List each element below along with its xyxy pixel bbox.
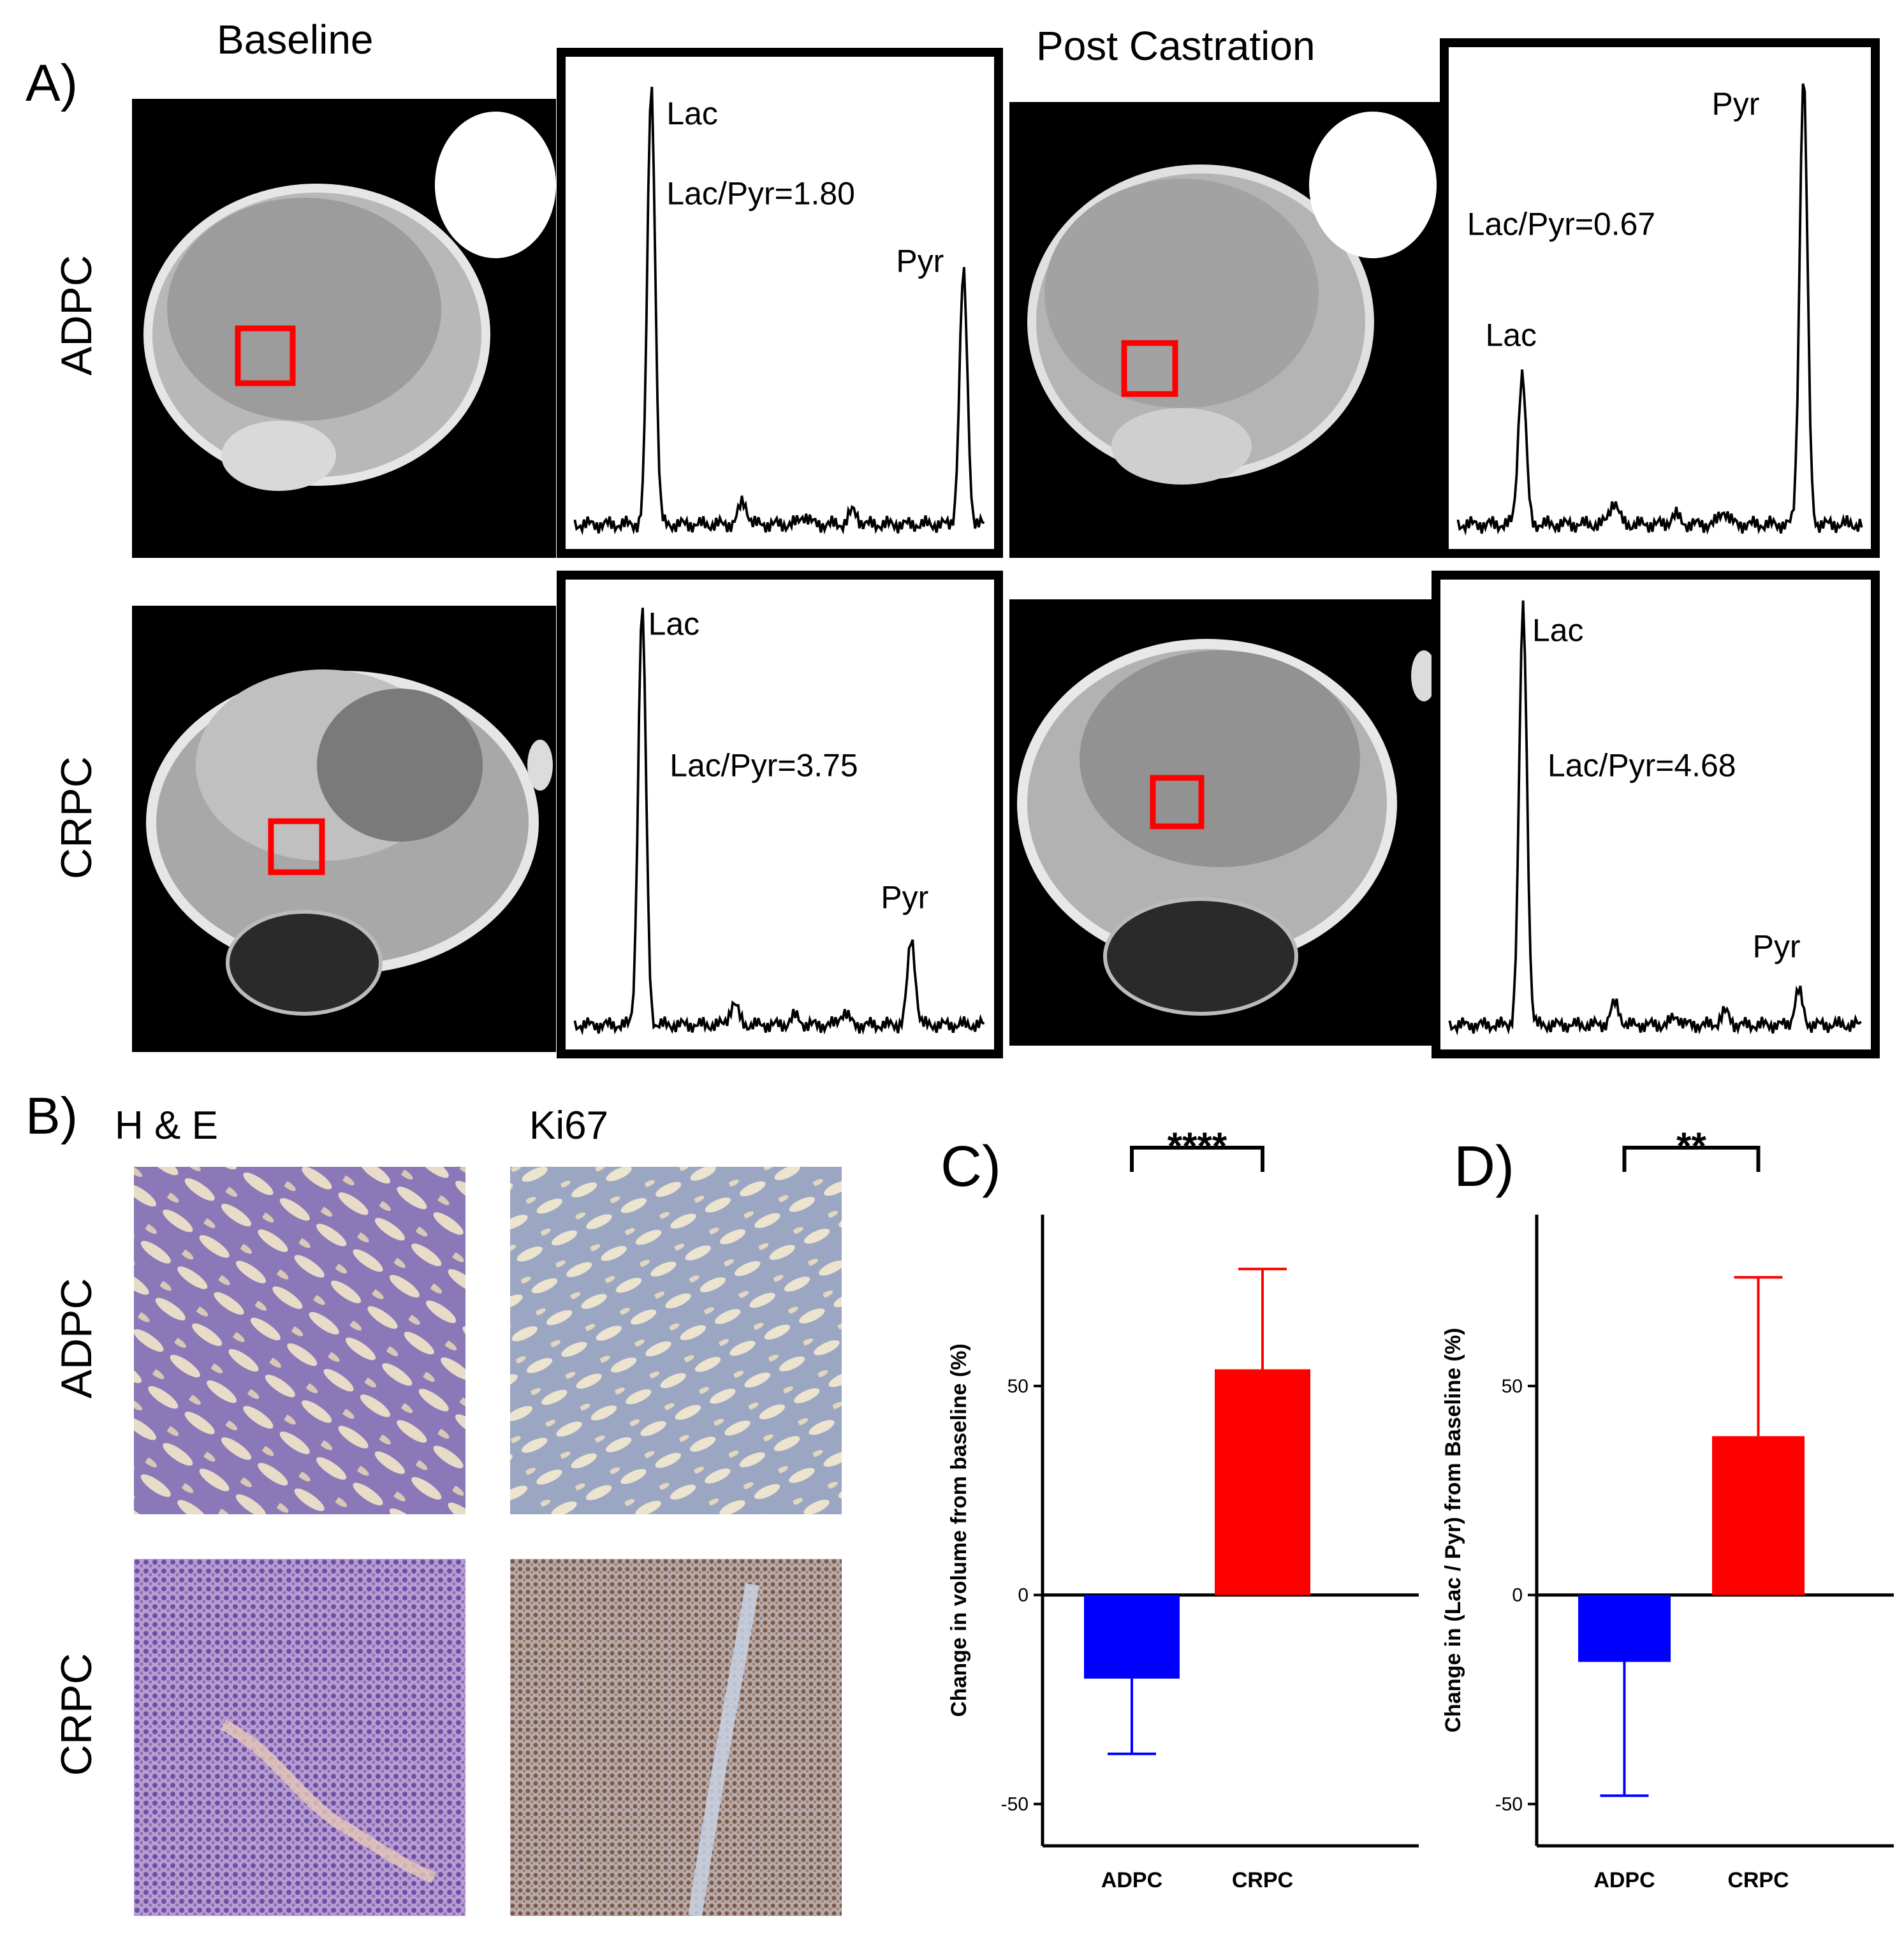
bar-adpc — [1084, 1595, 1180, 1679]
histology-he-crpc — [134, 1559, 465, 1916]
he-title: H & E — [115, 1104, 218, 1148]
ki67-title: Ki67 — [529, 1104, 609, 1148]
y-tick-label: 50 — [1502, 1376, 1523, 1397]
significance-stars: ** — [1676, 1125, 1706, 1167]
y-tick-label: -50 — [1001, 1794, 1029, 1815]
spectrum-adpc-post: Pyr Lac/Pyr=0.67 Lac — [1440, 38, 1880, 558]
spectrum-trace — [573, 608, 985, 1036]
lac-label: Lac — [666, 96, 717, 131]
spectrum-adpc-baseline: Lac Lac/Pyr=1.80 Pyr — [557, 48, 1003, 558]
row-label-crpc-b: CRPC — [52, 1653, 101, 1776]
mri-crpc-baseline — [132, 606, 556, 1052]
pyr-label: Pyr — [896, 244, 944, 279]
chart-d: -50 0 50 ADPC CRPC Change in (Lac / Pyr) from… — [1435, 1103, 1900, 1926]
panel-b-letter: B) — [26, 1087, 78, 1145]
row-label-adpc-a: ADPC — [52, 255, 101, 376]
x-tick-label: ADPC — [1593, 1868, 1655, 1892]
row-label-crpc-a: CRPC — [52, 756, 101, 879]
roi-box — [268, 818, 325, 875]
y-tick-label: 0 — [1018, 1585, 1029, 1606]
roi-box — [235, 325, 296, 386]
post-castration-title: Post Castration — [1036, 23, 1315, 69]
pyr-label: Pyr — [881, 879, 928, 915]
y-tick-label: 0 — [1512, 1585, 1523, 1606]
mri-adpc-post — [1009, 102, 1443, 558]
pyr-label: Pyr — [1712, 86, 1760, 122]
panel-c-letter: C) — [941, 1135, 1001, 1199]
y-axis-label: Change in (Lac / Pyr) from Baseline (%) — [1441, 1328, 1465, 1733]
ratio-label: Lac/Pyr=0.67 — [1467, 206, 1655, 242]
significance-bracket — [1622, 1146, 1761, 1172]
significance-stars: **** — [1168, 1125, 1227, 1167]
y-tick-label: 50 — [1007, 1376, 1029, 1397]
lac-label: Lac — [1532, 612, 1583, 648]
lac-label: Lac — [1486, 317, 1537, 353]
spectrum-trace — [1456, 83, 1863, 536]
x-tick-label: ADPC — [1101, 1868, 1162, 1892]
ratio-label: Lac/Pyr=3.75 — [670, 747, 858, 783]
histology-ki67-crpc — [510, 1559, 842, 1916]
ratio-label: Lac/Pyr=4.68 — [1548, 747, 1736, 783]
ratio-label: Lac/Pyr=1.80 — [666, 175, 855, 211]
spectrum-trace — [573, 87, 985, 536]
panel-a-letter: A) — [26, 54, 78, 112]
lac-label: Lac — [648, 606, 699, 642]
mri-adpc-baseline — [132, 99, 556, 558]
histology-ki67-adpc — [510, 1167, 842, 1514]
bar-adpc — [1578, 1595, 1671, 1662]
row-label-adpc-b: ADPC — [52, 1278, 101, 1399]
spectrum-crpc-baseline: Lac Lac/Pyr=3.75 Pyr — [557, 571, 1003, 1058]
y-axis-label: Change in volume from baseline (%) — [947, 1343, 971, 1717]
panel-d-letter: D) — [1454, 1135, 1514, 1199]
y-tick-label: -50 — [1495, 1794, 1523, 1815]
significance-bracket — [1130, 1146, 1264, 1172]
spectrum-trace — [1448, 600, 1862, 1036]
mri-crpc-post — [1009, 599, 1443, 1046]
bar-crpc — [1712, 1436, 1805, 1595]
histology-he-adpc — [134, 1167, 465, 1514]
spectrum-crpc-post: Lac Lac/Pyr=4.68 Pyr — [1432, 571, 1880, 1058]
roi-box — [1150, 775, 1205, 830]
pyr-label: Pyr — [1753, 928, 1801, 964]
chart-c: -50 0 50 ADPC CRPC Change in volume from base… — [944, 1103, 1428, 1926]
roi-box — [1121, 340, 1178, 397]
x-tick-label: CRPC — [1232, 1868, 1293, 1892]
baseline-title: Baseline — [217, 17, 374, 62]
bar-crpc — [1215, 1369, 1310, 1595]
x-tick-label: CRPC — [1727, 1868, 1789, 1892]
